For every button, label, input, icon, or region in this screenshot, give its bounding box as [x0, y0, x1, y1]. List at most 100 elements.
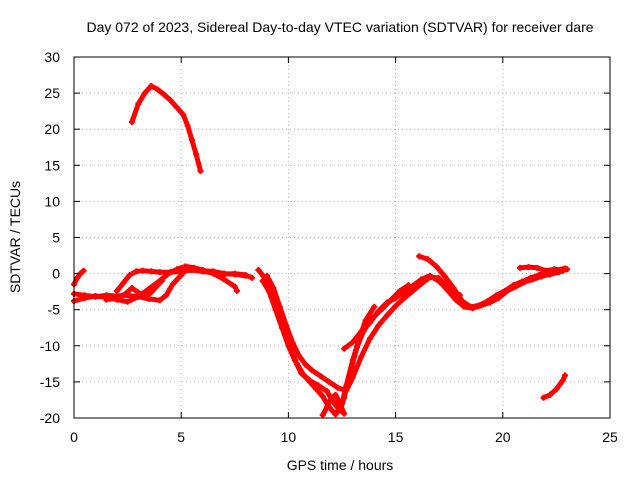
- data-point: [336, 400, 343, 407]
- data-point: [384, 312, 391, 319]
- data-point: [315, 382, 322, 389]
- data-point: [80, 267, 87, 274]
- data-point: [326, 378, 333, 385]
- data-point: [156, 297, 163, 304]
- data-point: [163, 292, 170, 299]
- y-tick-label: 25: [44, 85, 60, 101]
- data-point: [358, 353, 365, 360]
- data-point: [291, 357, 298, 364]
- y-axis-label: SDTVAR / TECUs: [7, 181, 23, 293]
- data-point: [366, 319, 373, 326]
- x-axis-label: GPS time / hours: [287, 457, 394, 473]
- data-point: [139, 267, 146, 274]
- series-line: [129, 83, 203, 174]
- data-point: [484, 298, 491, 305]
- data-point: [459, 298, 466, 305]
- series-arc-j: [319, 391, 348, 419]
- data-point: [302, 361, 309, 368]
- x-tick-label: 0: [70, 429, 78, 445]
- data-point: [81, 295, 88, 302]
- data-point: [362, 317, 369, 324]
- data-point: [133, 268, 140, 275]
- y-tick-label: 20: [44, 121, 60, 137]
- data-point: [334, 384, 341, 391]
- y-tick-label: -5: [48, 302, 61, 318]
- data-point: [278, 324, 285, 331]
- data-point: [276, 303, 283, 310]
- series-arc-m: [516, 264, 566, 274]
- data-point: [128, 285, 135, 292]
- data-point: [146, 285, 153, 292]
- data-point: [366, 335, 373, 342]
- data-point: [148, 289, 155, 296]
- data-point: [135, 289, 142, 296]
- data-point: [441, 273, 448, 280]
- data-point: [424, 256, 431, 263]
- series-arc-a: [71, 267, 87, 288]
- data-point: [534, 264, 541, 271]
- series-arc-n: [540, 372, 568, 401]
- data-point: [559, 267, 566, 274]
- data-point: [416, 253, 423, 260]
- data-point: [272, 306, 279, 313]
- data-point: [542, 267, 549, 274]
- data-point: [158, 277, 165, 284]
- data-point: [536, 272, 543, 279]
- data-point: [266, 288, 273, 295]
- y-tick-label: 5: [52, 230, 60, 246]
- series-line: [541, 372, 568, 401]
- x-tick-label: 20: [495, 429, 511, 445]
- y-tick-label: -15: [40, 374, 60, 390]
- grid-layer: [74, 57, 610, 418]
- data-point: [156, 269, 163, 276]
- data-point: [270, 285, 277, 292]
- data-point: [527, 274, 534, 281]
- data-point: [169, 281, 176, 288]
- data-point: [148, 82, 155, 89]
- data-point: [343, 387, 350, 394]
- data-point: [298, 370, 305, 377]
- y-tick-label: 15: [44, 157, 60, 173]
- data-point: [178, 268, 185, 275]
- data-point: [358, 328, 365, 335]
- data-point: [197, 168, 204, 175]
- data-point: [289, 339, 296, 346]
- data-point: [113, 287, 120, 294]
- data-point: [551, 266, 558, 273]
- data-point: [283, 322, 290, 329]
- data-point: [141, 293, 148, 300]
- y-tick-label: 30: [44, 49, 60, 65]
- series-arc-f: [128, 82, 204, 175]
- data-point: [341, 410, 348, 417]
- data-point: [146, 295, 153, 302]
- data-point: [319, 412, 326, 419]
- data-point: [426, 272, 433, 279]
- data-point: [259, 277, 266, 284]
- data-point: [231, 270, 238, 277]
- data-point: [233, 287, 240, 294]
- data-point: [113, 295, 120, 302]
- data-point: [409, 282, 416, 289]
- data-point: [354, 344, 361, 351]
- data-point: [476, 302, 483, 309]
- data-point: [341, 345, 348, 352]
- tick-layer: 0 5 10 15 20 25 -20 -15 -10 -5 0 5 10 15 20 25 30: [40, 49, 618, 445]
- data-point: [255, 266, 262, 273]
- data-point: [323, 388, 330, 395]
- data-point: [103, 296, 110, 303]
- data-point: [452, 296, 459, 303]
- data-point: [319, 393, 326, 400]
- data-point: [435, 277, 442, 284]
- data-point: [126, 272, 133, 279]
- x-tick-label: 5: [177, 429, 185, 445]
- series-line: [114, 267, 255, 294]
- data-point: [154, 282, 161, 289]
- data-point: [392, 295, 399, 302]
- data-point: [285, 342, 292, 349]
- data-point: [173, 104, 180, 111]
- data-point: [349, 339, 356, 346]
- data-point: [341, 394, 348, 401]
- y-tick-label: -20: [40, 410, 60, 426]
- data-point: [347, 368, 354, 375]
- data-layer: [71, 82, 571, 419]
